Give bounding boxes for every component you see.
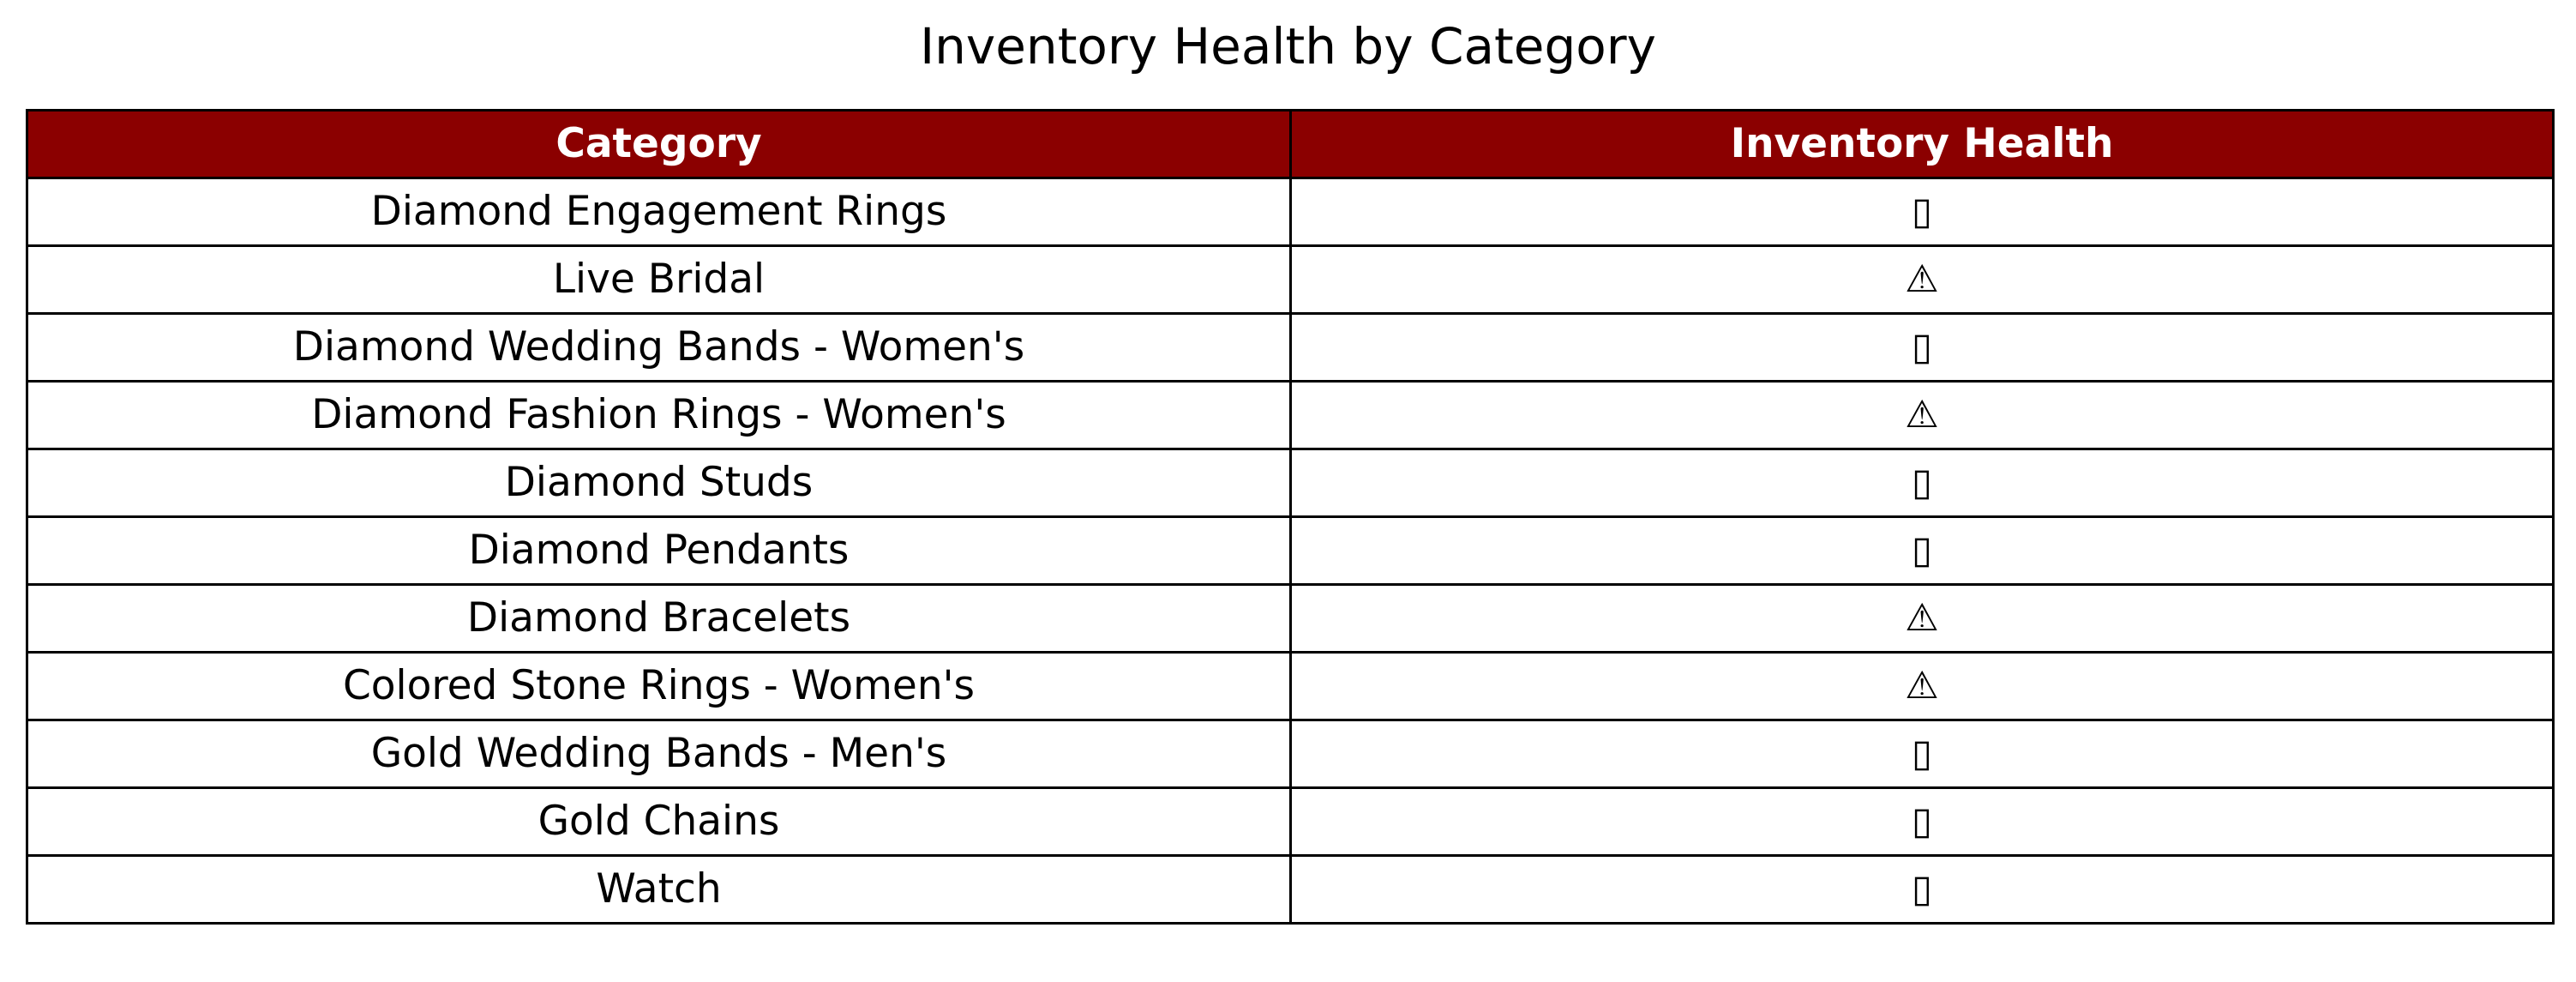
table-header-row: Category Inventory Health — [26, 109, 2555, 179]
category-cell: Colored Stone Rings - Women's — [26, 651, 1292, 721]
column-header-inventory-health: Inventory Health — [1289, 109, 2555, 179]
table-row: Diamond Fashion Rings - Women's ⚠ — [26, 380, 2555, 450]
category-cell: Diamond Wedding Bands - Women's — [26, 312, 1292, 383]
table-row: Diamond Pendants ▯ — [26, 515, 2555, 586]
table-row: Gold Chains ▯ — [26, 786, 2555, 857]
missing-glyph-icon: ▯ — [1289, 854, 2555, 925]
table-row: Diamond Engagement Rings ▯ — [26, 177, 2555, 247]
category-cell: Diamond Studs — [26, 448, 1292, 518]
category-cell: Watch — [26, 854, 1292, 925]
category-cell: Live Bridal — [26, 244, 1292, 315]
missing-glyph-icon: ▯ — [1289, 719, 2555, 789]
table-row: Live Bridal ⚠ — [26, 244, 2555, 315]
table-row: Gold Wedding Bands - Men's ▯ — [26, 719, 2555, 789]
category-cell: Gold Chains — [26, 786, 1292, 857]
table-body: Diamond Engagement Rings ▯ Live Bridal ⚠ Dia… — [26, 177, 2555, 925]
warning-icon: ⚠ — [1289, 651, 2555, 721]
missing-glyph-icon: ▯ — [1289, 312, 2555, 383]
table-row: Diamond Studs ▯ — [26, 448, 2555, 518]
category-cell: Diamond Engagement Rings — [26, 177, 1292, 247]
category-cell: Gold Wedding Bands - Men's — [26, 719, 1292, 789]
table-row: Colored Stone Rings - Women's ⚠ — [26, 651, 2555, 721]
warning-icon: ⚠ — [1289, 244, 2555, 315]
category-cell: Diamond Pendants — [26, 515, 1292, 586]
category-cell: Diamond Fashion Rings - Women's — [26, 380, 1292, 450]
warning-icon: ⚠ — [1289, 380, 2555, 450]
warning-icon: ⚠ — [1289, 583, 2555, 654]
inventory-health-table: Category Inventory Health Diamond Engage… — [26, 109, 2555, 925]
missing-glyph-icon: ▯ — [1289, 177, 2555, 247]
table-row: Diamond Bracelets ⚠ — [26, 583, 2555, 654]
missing-glyph-icon: ▯ — [1289, 786, 2555, 857]
column-header-category: Category — [26, 109, 1292, 179]
missing-glyph-icon: ▯ — [1289, 515, 2555, 586]
category-cell: Diamond Bracelets — [26, 583, 1292, 654]
missing-glyph-icon: ▯ — [1289, 448, 2555, 518]
chart-title: Inventory Health by Category — [920, 17, 1656, 75]
table-row: Watch ▯ — [26, 854, 2555, 925]
table-row: Diamond Wedding Bands - Women's ▯ — [26, 312, 2555, 383]
